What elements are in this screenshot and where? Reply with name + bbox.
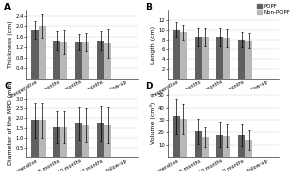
Bar	[245, 140, 252, 157]
Text: C: C	[4, 82, 11, 91]
Text: A: A	[4, 3, 11, 12]
Bar	[180, 32, 187, 79]
Bar	[195, 131, 201, 157]
Bar	[75, 42, 82, 79]
Bar	[245, 41, 252, 79]
Bar	[54, 41, 60, 79]
Bar	[238, 40, 245, 79]
Bar	[223, 38, 230, 79]
Bar	[82, 125, 89, 157]
Bar	[39, 120, 46, 157]
Bar	[97, 123, 104, 157]
Y-axis label: Length (cm): Length (cm)	[151, 25, 156, 63]
Bar	[223, 136, 230, 157]
Bar	[54, 127, 60, 157]
Bar	[201, 37, 208, 79]
Bar	[180, 119, 187, 157]
Bar	[97, 41, 104, 79]
Bar	[104, 43, 111, 79]
Bar	[82, 42, 89, 79]
Bar	[173, 116, 180, 157]
Bar	[201, 137, 208, 157]
Bar	[216, 135, 223, 157]
Bar	[39, 26, 46, 79]
Bar	[75, 123, 82, 157]
Y-axis label: Thickness (cm): Thickness (cm)	[8, 21, 13, 68]
Bar	[173, 30, 180, 79]
Y-axis label: Diameter of the MPD (mm): Diameter of the MPD (mm)	[8, 81, 13, 166]
Bar	[104, 125, 111, 157]
Legend: POPF, Non-POPF: POPF, Non-POPF	[257, 3, 291, 16]
Bar	[60, 42, 67, 79]
Bar	[195, 37, 201, 79]
Bar	[31, 120, 39, 157]
Text: D: D	[145, 82, 153, 91]
Y-axis label: Volume (cm³): Volume (cm³)	[150, 102, 156, 144]
Bar	[31, 30, 39, 79]
Bar	[216, 37, 223, 79]
Text: B: B	[145, 3, 152, 12]
Bar	[60, 127, 67, 157]
Bar	[238, 135, 245, 157]
